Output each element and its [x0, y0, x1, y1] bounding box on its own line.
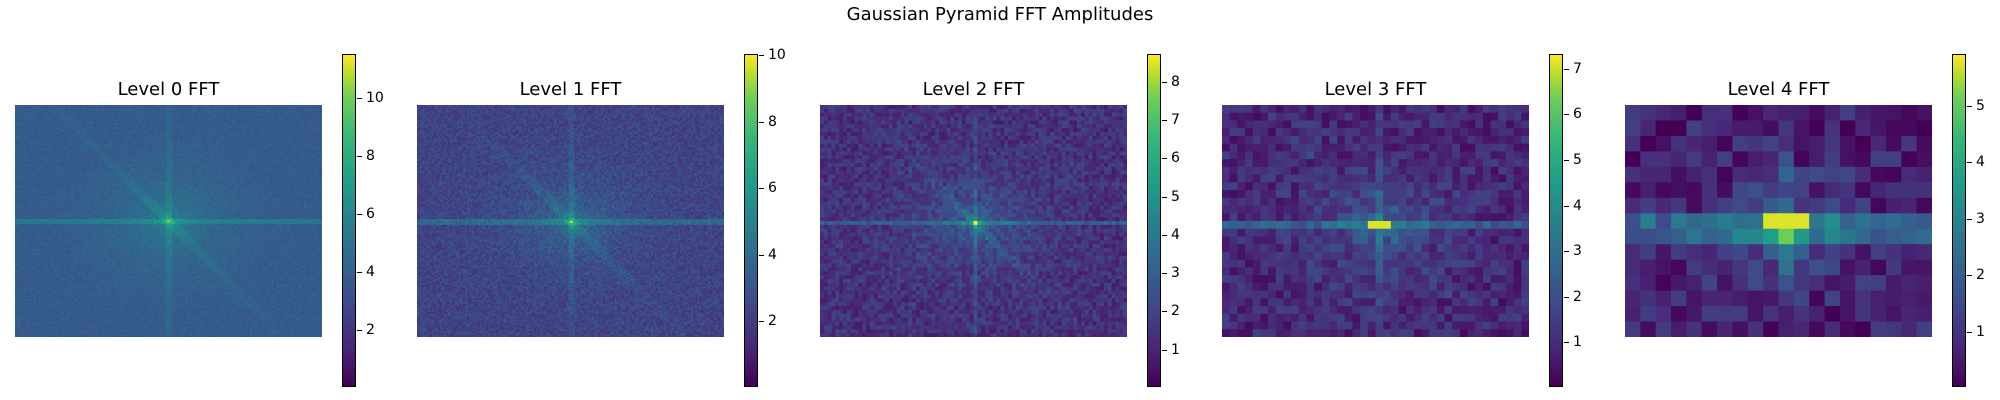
- figure-title: Gaussian Pyramid FFT Amplitudes: [0, 4, 2000, 25]
- heatmap-svg: [15, 105, 322, 337]
- panel-title: Level 0 FFT: [15, 79, 322, 100]
- fft-amplitude-heatmap: [15, 105, 322, 337]
